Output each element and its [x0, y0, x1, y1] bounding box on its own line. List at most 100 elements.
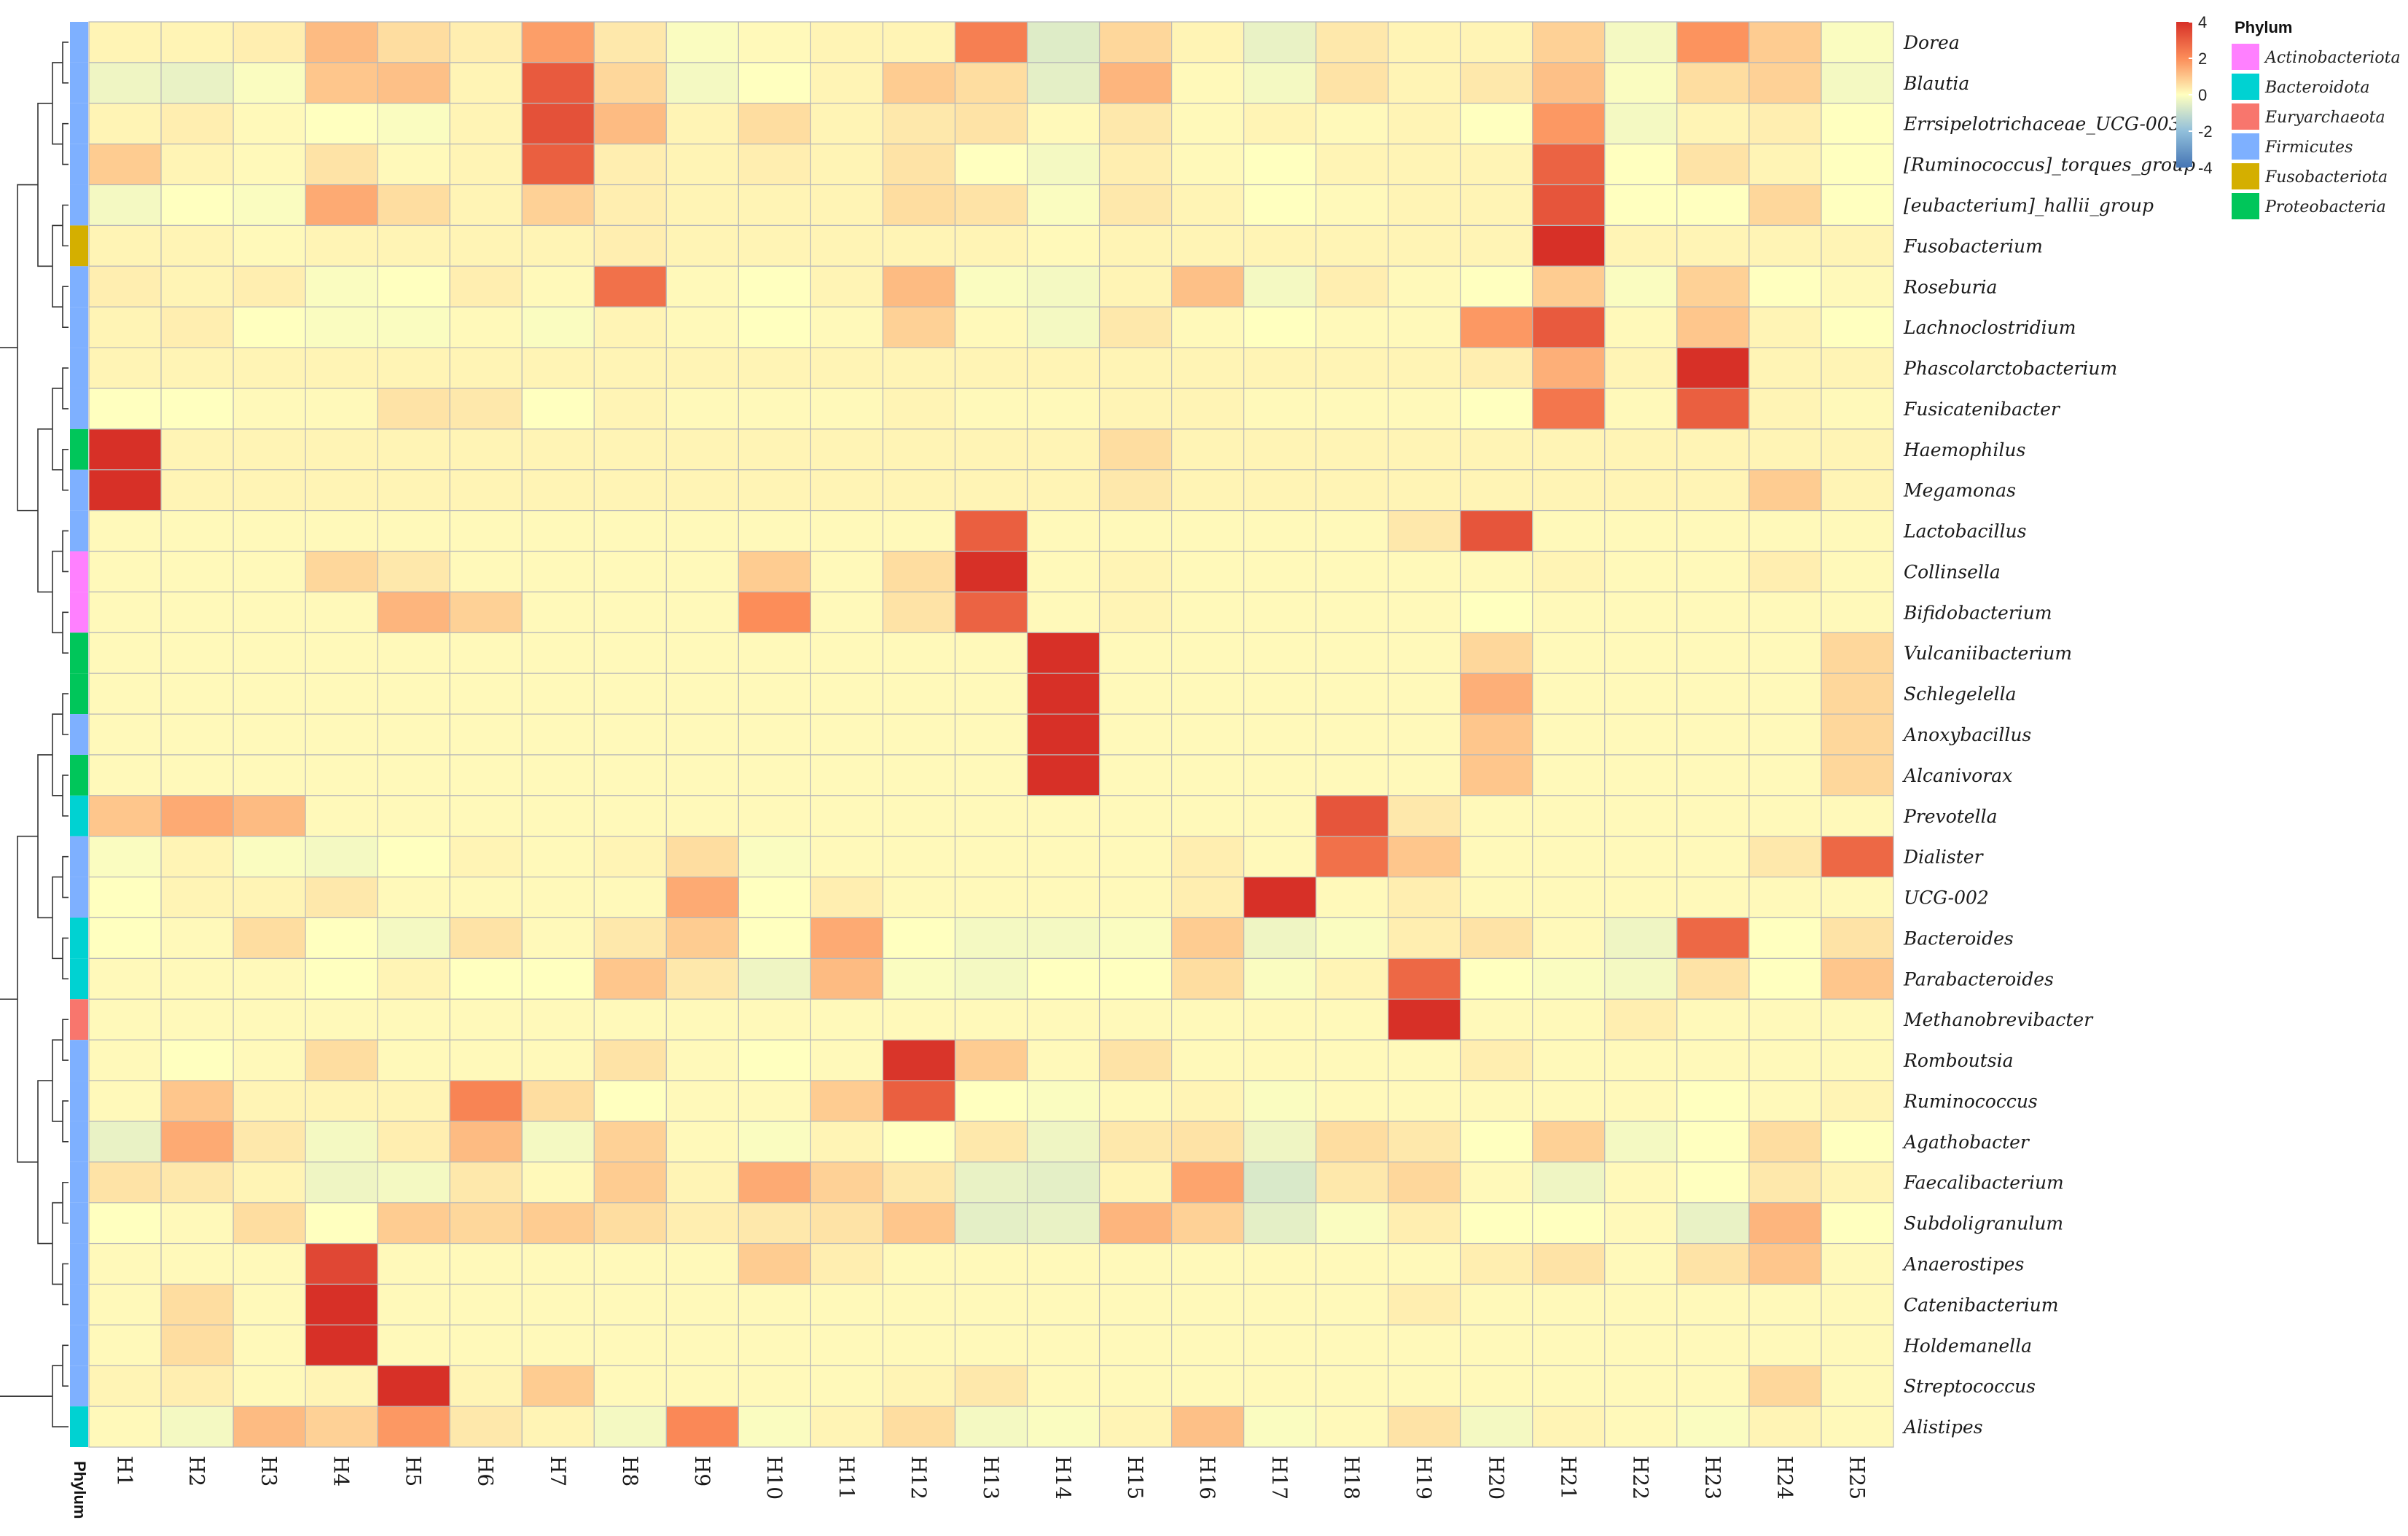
heatmap-cell [593, 1161, 667, 1204]
heatmap-cell [1026, 673, 1101, 715]
row-label: Fusicatenibacter [1903, 399, 2061, 420]
heatmap-cell [738, 591, 811, 633]
heatmap-cell [1604, 1202, 1678, 1245]
dendrogram-branch [17, 184, 38, 512]
color-scale-tick-label: 4 [2198, 13, 2207, 31]
heatmap-cell [1098, 754, 1173, 796]
heatmap-cell [1604, 1365, 1678, 1407]
heatmap-cell [954, 998, 1028, 1041]
heatmap-cell [1748, 632, 1822, 674]
heatmap-cell [305, 713, 378, 756]
heatmap-cell [449, 1080, 523, 1122]
heatmap-cell [1026, 550, 1101, 593]
heatmap-cell [232, 184, 306, 227]
heatmap-cell [1460, 1242, 1533, 1285]
column-label: H6 [474, 1456, 498, 1486]
heatmap-cell [1604, 103, 1678, 145]
heatmap-cell [449, 1365, 523, 1407]
heatmap-cell [1821, 795, 1894, 837]
heatmap-cell [1026, 1283, 1101, 1325]
heatmap-cell [738, 876, 811, 919]
heatmap-cell [1532, 265, 1606, 307]
heatmap-cell [954, 1161, 1028, 1204]
heatmap-cell [305, 1080, 378, 1122]
phylum-annotation-cell [70, 795, 88, 836]
heatmap-cell [1098, 1161, 1173, 1204]
heatmap-cell [810, 876, 884, 919]
heatmap-cell [1532, 1039, 1606, 1081]
row-dendrogram [0, 42, 69, 1427]
heatmap-cell [1170, 713, 1245, 756]
heatmap-cell [160, 1121, 234, 1163]
heatmap-cell [1170, 510, 1245, 552]
heatmap-cell [882, 957, 956, 1000]
heatmap-cell [1821, 1406, 1894, 1448]
heatmap-cell [1748, 1080, 1822, 1122]
column-label: H17 [1267, 1456, 1291, 1500]
heatmap-cell [1460, 917, 1533, 959]
heatmap-cell [1532, 388, 1606, 430]
heatmap-cell [1748, 1283, 1822, 1325]
heatmap-cell [810, 1161, 884, 1204]
column-label: H20 [1484, 1456, 1508, 1500]
column-label: H21 [1556, 1456, 1580, 1500]
heatmap-cell [377, 103, 450, 145]
heatmap-cell [521, 265, 595, 307]
heatmap-cell [1821, 1121, 1894, 1163]
heatmap-cell [521, 1365, 595, 1407]
heatmap-cell [1676, 1242, 1750, 1285]
heatmap-cell [1821, 550, 1894, 593]
heatmap-cell [1243, 21, 1317, 63]
heatmap-cell [1243, 62, 1317, 104]
heatmap-cell [954, 591, 1028, 633]
heatmap-cell [88, 1161, 162, 1204]
heatmap-cell [377, 1161, 450, 1204]
heatmap-cell [1676, 1406, 1750, 1448]
heatmap-cell [1170, 1161, 1245, 1204]
heatmap-cell [1604, 184, 1678, 227]
heatmap-cell [1748, 713, 1822, 756]
heatmap-cell [305, 591, 378, 633]
heatmap-cell [665, 754, 739, 796]
heatmap-cell [665, 957, 739, 1000]
heatmap-cell [88, 795, 162, 837]
heatmap-cell [1243, 224, 1317, 267]
column-label: H10 [762, 1456, 786, 1500]
heatmap-cell [1243, 673, 1317, 715]
heatmap-cell [305, 469, 378, 512]
heatmap-cell [1748, 62, 1822, 104]
heatmap-cell [738, 1242, 811, 1285]
heatmap-cell [232, 1283, 306, 1325]
heatmap-cell [1821, 103, 1894, 145]
heatmap-cell [1532, 144, 1606, 186]
heatmap-cell [1676, 510, 1750, 552]
heatmap-cell [1316, 1324, 1389, 1366]
heatmap-cell [305, 265, 378, 307]
heatmap-cell [1532, 591, 1606, 633]
heatmap-cell [1532, 876, 1606, 919]
heatmap-cell [305, 876, 378, 919]
heatmap-cell [232, 1242, 306, 1285]
heatmap-cell [305, 306, 378, 348]
heatmap-cell [1532, 62, 1606, 104]
column-label: H8 [618, 1456, 642, 1486]
heatmap-cell [521, 754, 595, 796]
heatmap-cell [377, 1202, 450, 1245]
phylum-annotation-cell [70, 144, 88, 185]
heatmap-cell [593, 876, 667, 919]
heatmap-cell [738, 306, 811, 348]
phylum-legend-swatch [2232, 133, 2259, 160]
heatmap-cell [232, 1080, 306, 1122]
heatmap-cell [521, 713, 595, 756]
heatmap-cell [954, 550, 1028, 593]
heatmap-cell [954, 265, 1028, 307]
heatmap-cell [1748, 144, 1822, 186]
heatmap-cell [521, 428, 595, 471]
heatmap-cell [1098, 836, 1173, 878]
phylum-annotation-cell [70, 266, 88, 307]
heatmap-cell [305, 62, 378, 104]
heatmap-cell [1243, 1039, 1317, 1081]
heatmap-cell [305, 917, 378, 959]
heatmap-cell [1316, 1365, 1389, 1407]
column-label: H13 [979, 1456, 1003, 1500]
